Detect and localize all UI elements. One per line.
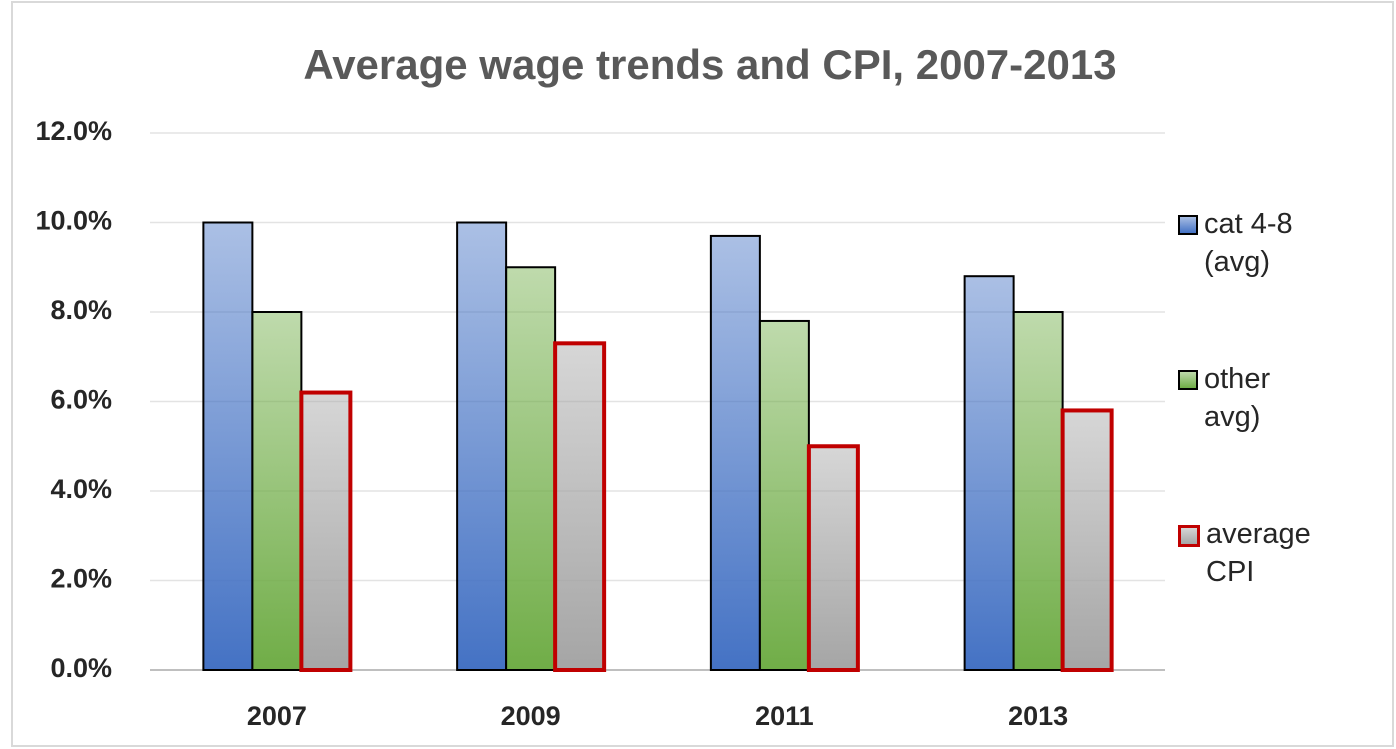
legend-swatch [1178, 525, 1200, 547]
bar [758, 319, 810, 671]
y-tick-label: 6.0% [50, 385, 112, 415]
y-tick-label: 0.0% [50, 653, 112, 683]
x-tick-label: 2009 [501, 701, 561, 731]
y-tick-label: 2.0% [50, 564, 112, 594]
bar [806, 444, 860, 672]
bar [456, 221, 508, 671]
legend-item: other avg) [1178, 360, 1378, 515]
bar [553, 341, 607, 672]
bar [963, 275, 1015, 671]
x-tick-label: 2007 [247, 701, 307, 731]
legend-label: other avg) [1204, 363, 1271, 433]
bar [505, 266, 557, 671]
bar [709, 234, 761, 672]
bar [1060, 408, 1114, 672]
y-tick-label: 10.0% [35, 206, 112, 236]
legend-item: average CPI [1178, 515, 1378, 670]
y-tick-label: 8.0% [50, 295, 112, 325]
legend: cat 4-8 (avg) other avg) average CPI [1178, 205, 1378, 670]
legend-item: cat 4-8 (avg) [1178, 205, 1378, 360]
x-tick-label: 2011 [755, 701, 814, 731]
legend-label: cat 4-8 (avg) [1204, 208, 1293, 278]
legend-swatch [1178, 370, 1198, 390]
x-tick-label: 2013 [1008, 701, 1068, 731]
bar [202, 221, 254, 671]
y-tick-label: 4.0% [50, 474, 112, 504]
y-tick-label: 12.0% [35, 116, 112, 146]
chart-title: Average wage trends and CPI, 2007-2013 [303, 41, 1116, 88]
bar [251, 311, 303, 671]
bar [1012, 311, 1064, 671]
legend-label: average CPI [1206, 518, 1311, 588]
legend-swatch [1178, 215, 1198, 235]
bar [299, 390, 353, 672]
